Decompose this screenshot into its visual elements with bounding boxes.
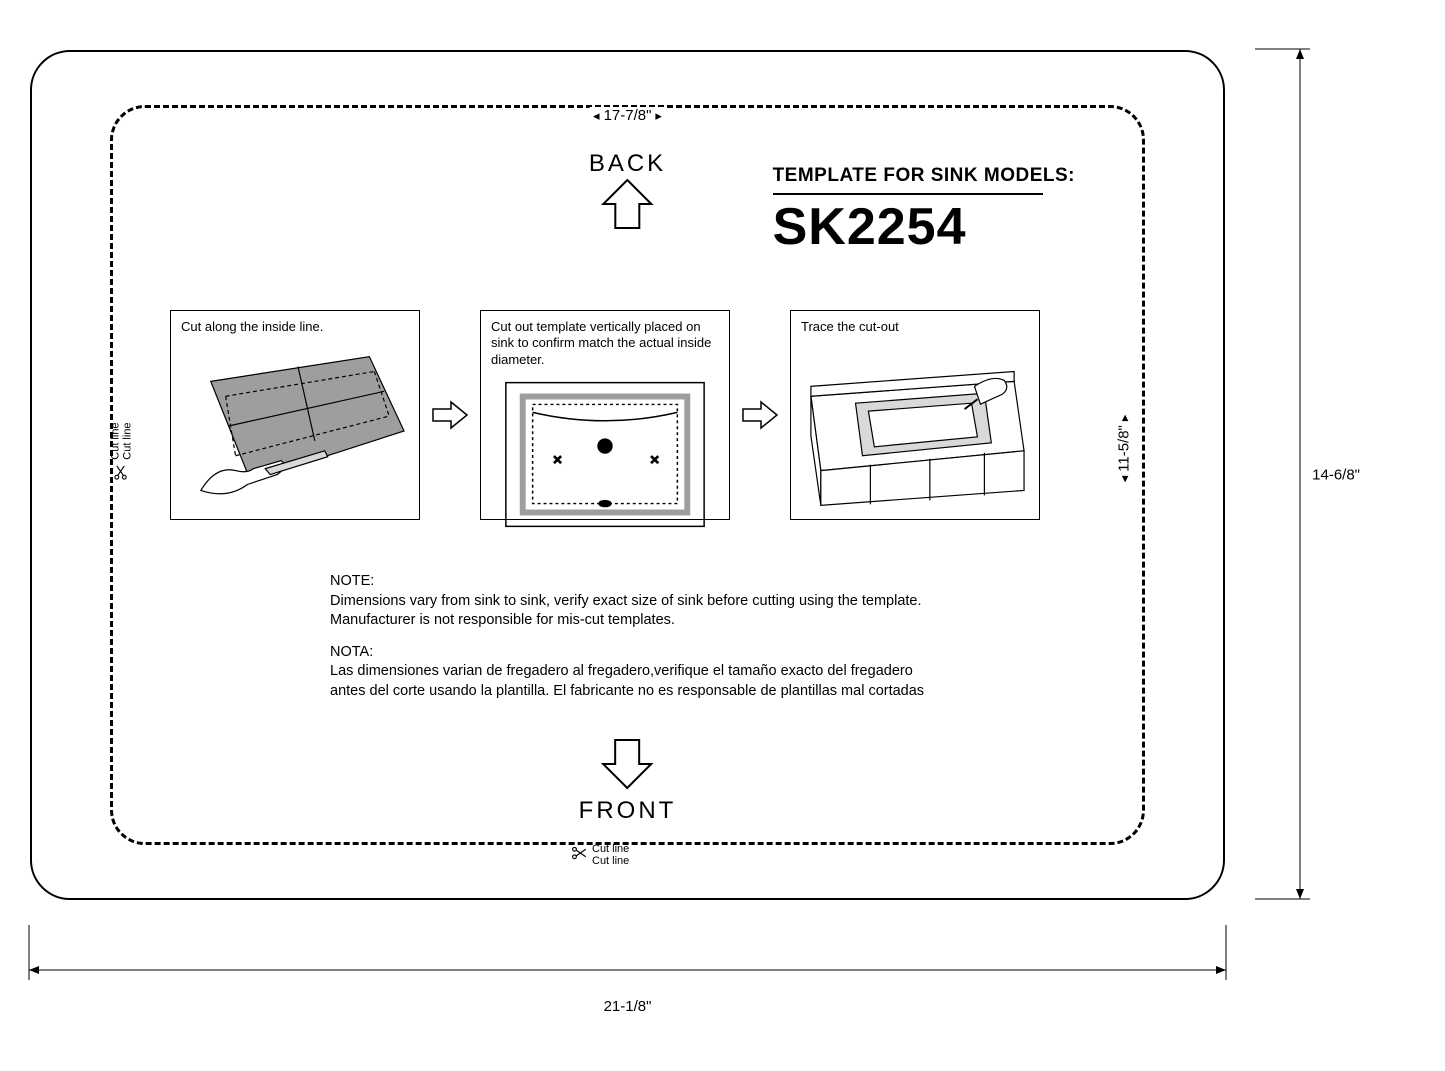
dimension-inner-height: ◂ 11-5/8" ▸: [1086, 440, 1162, 457]
step-2-illustration: ✕ ✕: [491, 374, 719, 534]
note-line: Dimensions vary from sink to sink, verif…: [330, 592, 980, 612]
step-3-illustration: [801, 341, 1029, 511]
note-heading-es: NOTA:: [330, 643, 980, 663]
chevron-up-icon: ▸: [1116, 415, 1132, 422]
cut-line-text: Cut line: [592, 855, 629, 867]
model-number: SK2254: [773, 197, 1075, 257]
dimension-outer-width: 21-1/8": [604, 998, 652, 1015]
dimension-outer-height: 14-6/8": [1312, 467, 1360, 484]
template-sheet: ◂ 17-7/8" ▸ ◂ 11-5/8" ▸ Cut line Cut lin…: [30, 50, 1225, 900]
step-2: Cut out template vertically placed on si…: [480, 310, 730, 520]
cut-line-label-bottom: Cut line Cut line: [570, 843, 629, 867]
note-line: antes del corte usando la plantilla. El …: [330, 682, 980, 702]
scissors-icon: [570, 844, 588, 865]
note-heading-en: NOTE:: [330, 572, 980, 592]
step-caption: Cut along the inside line.: [181, 319, 409, 335]
step-1: Cut along the inside line.: [170, 310, 420, 520]
steps-row: Cut along the inside line.: [170, 310, 1040, 520]
cut-line-text: Cut line: [592, 843, 629, 855]
chevron-left-icon: ◂: [593, 108, 600, 124]
dimension-value: 11-5/8": [1116, 425, 1133, 472]
note-line: Las dimensiones varian de fregadero al f…: [330, 662, 980, 682]
svg-text:✕: ✕: [552, 453, 562, 467]
note-line: Manufacturer is not responsible for mis-…: [330, 611, 980, 631]
arrow-right-icon: [740, 400, 780, 430]
back-text: BACK: [589, 150, 666, 178]
dimension-value: 21-1/8": [604, 998, 652, 1015]
arrow-up-icon: [597, 178, 657, 233]
cut-line-text: Cut line: [110, 422, 122, 459]
title-block: TEMPLATE FOR SINK MODELS: SK2254: [773, 165, 1075, 257]
cut-line-text: Cut line: [122, 422, 134, 459]
svg-text:✕: ✕: [650, 453, 660, 467]
cut-line-label-left: Cut line Cut line: [110, 422, 134, 481]
arrow-right-icon: [430, 400, 470, 430]
title-underline: [773, 193, 1043, 195]
arrow-down-icon: [598, 735, 658, 790]
step-1-illustration: [181, 341, 409, 511]
notes-block: NOTE: Dimensions vary from sink to sink,…: [330, 560, 980, 701]
dimension-value: 17-7/8": [604, 107, 652, 124]
step-caption: Trace the cut-out: [801, 319, 1029, 335]
chevron-down-icon: ◂: [1116, 476, 1132, 483]
front-orientation: FRONT: [579, 735, 677, 825]
dimension-value: 14-6/8": [1312, 467, 1360, 484]
front-text: FRONT: [579, 797, 677, 825]
step-caption: Cut out template vertically placed on si…: [491, 319, 719, 368]
scissors-icon: [111, 464, 132, 482]
dimension-line-outer-width: [28, 925, 1227, 985]
back-orientation: BACK: [589, 150, 666, 240]
chevron-right-icon: ▸: [655, 108, 662, 124]
step-3: Trace the cut-out: [790, 310, 1040, 520]
dimension-line-outer-height: [1255, 48, 1315, 900]
dimension-inner-width: ◂ 17-7/8" ▸: [589, 107, 666, 124]
title-heading: TEMPLATE FOR SINK MODELS:: [773, 165, 1075, 187]
